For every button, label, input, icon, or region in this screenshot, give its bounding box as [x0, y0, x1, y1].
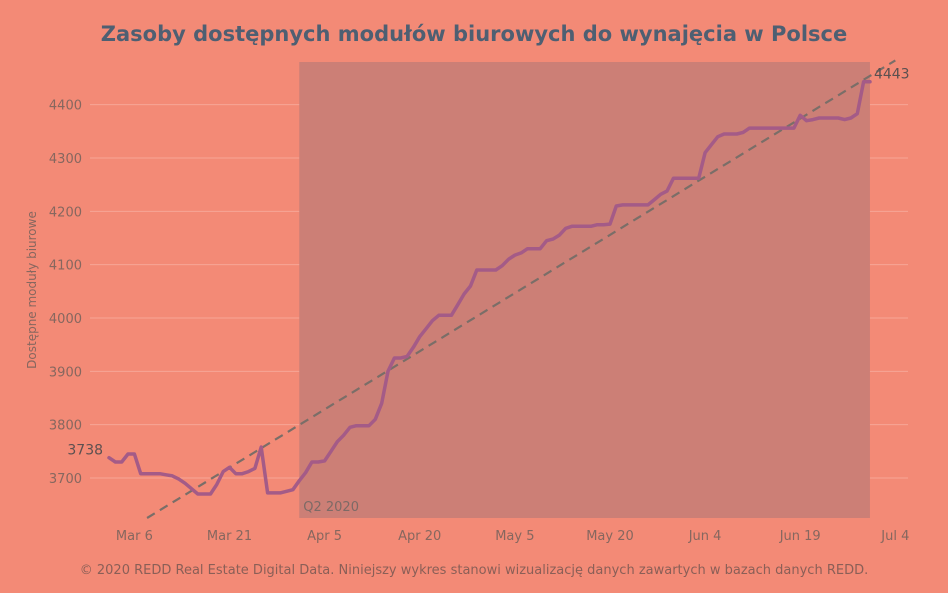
data-label: 4443	[874, 67, 910, 83]
y-tick-label: 4000	[49, 312, 82, 327]
x-tick-label: Mar 6	[116, 529, 153, 544]
y-axis-label: Dostępne moduły biurowe	[25, 211, 39, 369]
y-tick-label: 4300	[49, 152, 82, 167]
x-tick-label: Apr 20	[398, 529, 441, 544]
y-tick-label: 4400	[49, 99, 82, 114]
trend-line-group	[146, 59, 896, 519]
y-tick-label: 4200	[49, 205, 82, 220]
y-tick-label: 3900	[49, 365, 82, 380]
y-tick-label: 4100	[49, 259, 82, 274]
x-tick-label: May 5	[495, 529, 534, 544]
x-tick-label: Jul 4	[880, 529, 909, 544]
series-group	[107, 79, 872, 496]
x-tick-label: Apr 5	[307, 529, 342, 544]
q2-band-rect	[299, 62, 870, 518]
y-axis: 3700 3800 3900 4000 4100 4200 4300 4400	[49, 99, 82, 487]
x-tick-label: May 20	[586, 529, 634, 544]
footer-copyright: © 2020 REDD Real Estate Digital Data. Ni…	[79, 563, 869, 578]
y-tick-label: 3700	[49, 472, 82, 487]
x-tick-label: Mar 21	[207, 529, 252, 544]
q2-band: Q2 2020	[299, 62, 870, 518]
trend-line	[146, 59, 896, 519]
q2-band-label: Q2 2020	[303, 500, 359, 515]
series-line	[107, 79, 872, 496]
data-labels: 3738 4443	[67, 67, 909, 459]
data-label: 3738	[67, 443, 103, 459]
y-tick-label: 3800	[49, 419, 82, 434]
x-tick-label: Jun 4	[688, 529, 722, 544]
chart-title: Zasoby dostępnych modułów biurowych do w…	[100, 22, 848, 46]
x-tick-label: Jun 19	[779, 529, 821, 544]
x-axis: Mar 6 Mar 21 Apr 5 Apr 20 May 5 May 20 Jun 4 Ju…	[116, 529, 909, 544]
